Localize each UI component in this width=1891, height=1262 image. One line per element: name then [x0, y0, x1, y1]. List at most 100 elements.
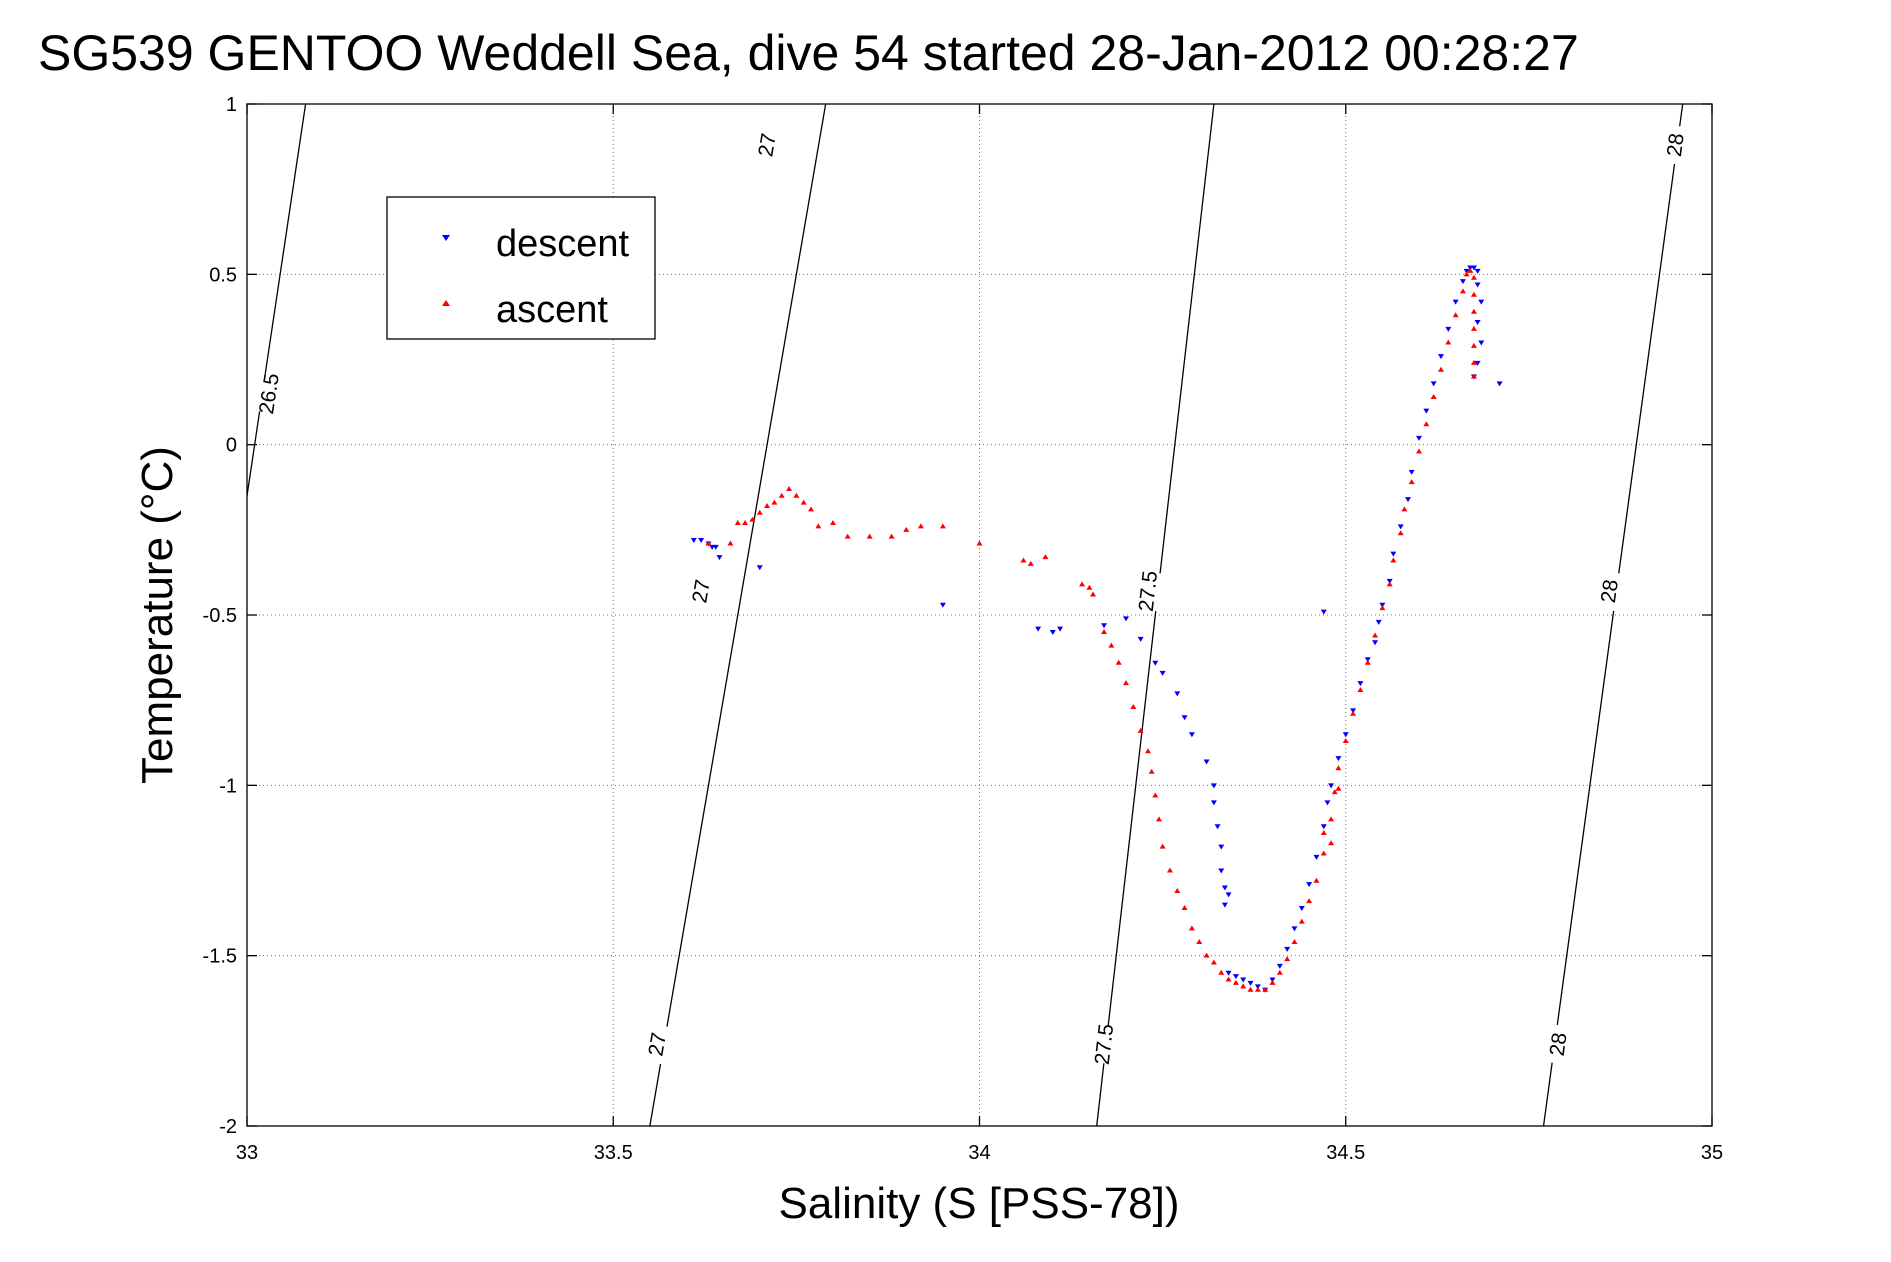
- descent-point: [1445, 326, 1452, 332]
- contour-label: 27: [688, 578, 715, 605]
- descent-point: [1372, 640, 1379, 646]
- ascent-point: [1079, 581, 1086, 587]
- descent-point: [1181, 715, 1188, 721]
- ascent-point: [1086, 584, 1093, 590]
- contour-label: 27: [754, 132, 781, 159]
- descent-point: [1123, 616, 1129, 622]
- ascent-point: [1416, 448, 1422, 454]
- descent-point: [1474, 282, 1481, 288]
- contour-label-bg: [1659, 124, 1691, 166]
- ascent-point: [1350, 710, 1357, 716]
- ascent-point: [1148, 768, 1155, 774]
- ascent-point: [1225, 976, 1232, 982]
- ascent-point: [1335, 765, 1342, 771]
- ascent-point: [1218, 969, 1225, 975]
- contour-label: 27.5: [1091, 1023, 1119, 1066]
- ascent-point: [1445, 339, 1452, 345]
- descent-point: [1324, 800, 1331, 806]
- y-tick-label: 1: [226, 94, 237, 116]
- descent-point: [1320, 609, 1327, 615]
- density-contour-26.5: [247, 104, 307, 496]
- descent-point: [1152, 660, 1159, 666]
- descent-point: [1210, 800, 1217, 806]
- ascent-point: [1331, 789, 1338, 795]
- descent-point: [1247, 980, 1254, 986]
- contour-label-bg: [1542, 1023, 1574, 1065]
- ascent-point: [1020, 557, 1027, 563]
- y-tick-label: 0: [226, 435, 237, 457]
- descent-point: [1397, 524, 1404, 530]
- ascent-point: [1166, 867, 1173, 873]
- legend-descent-marker: [442, 235, 450, 241]
- descent-point: [698, 538, 705, 544]
- ascent-point: [1390, 557, 1397, 563]
- x-axis-label: Salinity (S [PSS-78]): [778, 1179, 1179, 1228]
- descent-point: [1284, 946, 1291, 952]
- ascent-point: [1090, 591, 1097, 597]
- x-tick-label: 34: [968, 1142, 990, 1164]
- descent-point: [1101, 623, 1108, 629]
- contour-label-bg: [253, 372, 285, 415]
- contour-label-bg: [641, 1023, 674, 1066]
- x-tick-label: 33: [236, 1142, 258, 1164]
- ascent-point: [1306, 898, 1313, 904]
- ascent-point: [1247, 986, 1254, 992]
- ascent-point: [793, 492, 800, 498]
- descent-point: [716, 555, 723, 561]
- ascent-point: [771, 499, 778, 505]
- descent-point: [1210, 783, 1217, 789]
- descent-point: [1474, 320, 1481, 326]
- ascent-point: [1467, 267, 1474, 273]
- ascent-point: [1174, 887, 1181, 893]
- descent-point: [1390, 551, 1397, 557]
- contour-lines: [247, 104, 1684, 1126]
- ascent-point: [1101, 629, 1108, 635]
- descent-point: [1320, 824, 1327, 830]
- descent-point: [1221, 902, 1228, 908]
- axis-ticks: 33 33.5 34 34.5 35 1 0.5 0 -0.5 -1 -1.5 -2: [203, 94, 1724, 1164]
- ascent-point: [1397, 530, 1404, 536]
- ascent-point: [1463, 271, 1470, 277]
- legend-descent-label: descent: [496, 223, 630, 265]
- descent-point: [1423, 408, 1430, 414]
- ascent-point: [1401, 506, 1408, 512]
- ascent-point: [1386, 581, 1393, 587]
- density-contour-28: [1542, 104, 1684, 1126]
- ascent-point: [1291, 939, 1298, 945]
- contour-label: 28: [1597, 578, 1623, 604]
- ascent-point: [1159, 843, 1166, 849]
- ascent-point: [1430, 393, 1437, 399]
- descent-point: [1478, 299, 1485, 305]
- descent-point: [1408, 469, 1415, 475]
- y-axis-label: Temperature (°C): [133, 446, 182, 784]
- descent-point: [1405, 497, 1412, 503]
- data-points: [690, 265, 1503, 993]
- ascent-point: [1155, 816, 1162, 822]
- ascent-point: [1328, 840, 1335, 846]
- contour-label-bg: [1594, 570, 1625, 612]
- legend-ascent-label: ascent: [496, 289, 608, 331]
- ascent-point: [1470, 274, 1477, 280]
- ascent-point: [1408, 479, 1415, 485]
- ascent-point: [1372, 632, 1379, 638]
- ascent-point: [1459, 288, 1466, 294]
- ascent-point: [1364, 659, 1371, 665]
- descent-point: [1049, 630, 1056, 636]
- density-contour-27: [649, 104, 827, 1126]
- series-descent: [690, 265, 1503, 993]
- ascent-point: [1335, 785, 1342, 791]
- descent-point: [712, 544, 719, 550]
- ascent-point: [844, 533, 851, 539]
- ascent-point: [1276, 969, 1283, 975]
- ascent-point: [1203, 952, 1210, 958]
- contour-label: 28: [1546, 1031, 1572, 1057]
- ascent-point: [1379, 605, 1386, 611]
- descent-point: [1057, 626, 1064, 632]
- ascent-point: [830, 520, 836, 526]
- ascent-point: [815, 523, 822, 529]
- ascent-point: [727, 540, 734, 546]
- ascent-point: [1115, 659, 1122, 665]
- ascent-point: [808, 506, 815, 512]
- descent-point: [1159, 670, 1166, 676]
